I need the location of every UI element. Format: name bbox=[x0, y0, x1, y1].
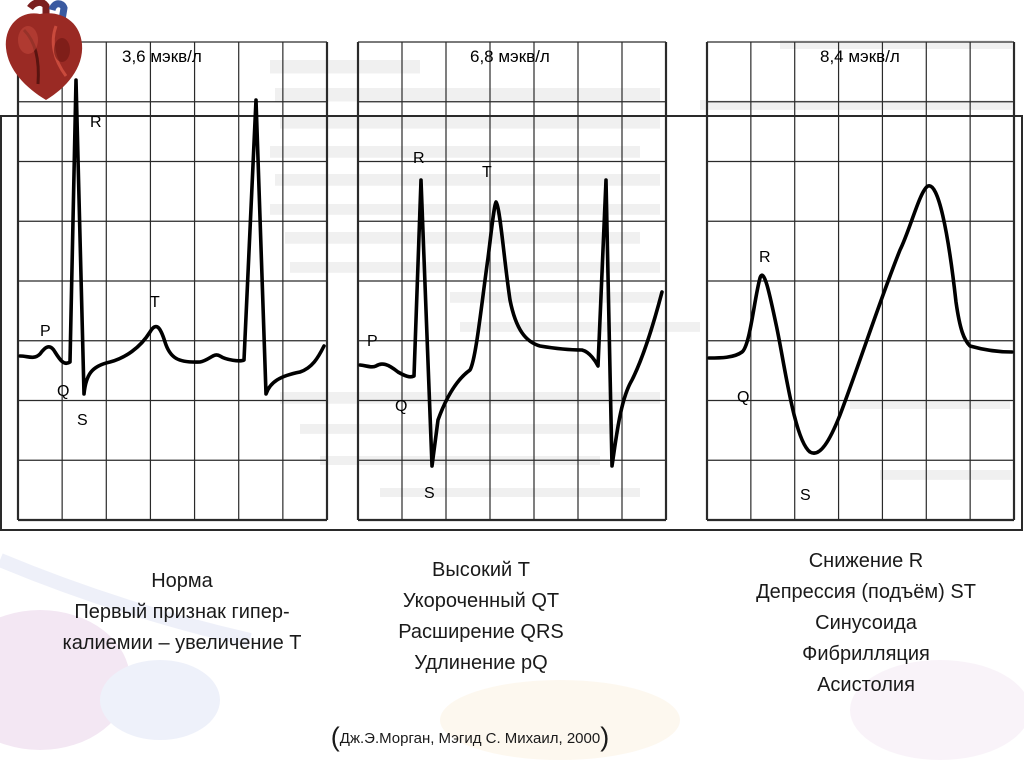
ghost-text-line bbox=[275, 174, 660, 186]
concentration-label: 3,6 мэкв/л bbox=[122, 47, 202, 66]
caption-line: Депрессия (подъём) ST bbox=[756, 581, 976, 603]
ghost-text-line bbox=[450, 292, 660, 303]
caption-panel-1: Норма Первый признак гипер- калиемии – у… bbox=[18, 566, 346, 659]
wave-label-t: T bbox=[482, 164, 492, 181]
wave-label-r: R bbox=[759, 249, 771, 266]
ecg-panel-1: 3,6 мэкв/л P Q R S T bbox=[16, 41, 329, 522]
wave-label-t: T bbox=[150, 294, 160, 311]
caption-line: калиемии – увеличение Т bbox=[62, 632, 302, 654]
caption-line: Укороченный QT bbox=[402, 590, 560, 612]
ghost-text-line bbox=[300, 424, 620, 434]
wave-label-s: S bbox=[77, 412, 88, 429]
ecg-figure: 3,6 мэкв/л P Q R S T 6,8 мэкв/л P Q R S … bbox=[0, 0, 1023, 531]
ghost-text-line bbox=[380, 488, 640, 497]
citation-text: Дж.Э.Морган, Мэгид С. Михаил, 2000 bbox=[339, 730, 601, 747]
wave-label-p: P bbox=[40, 323, 51, 340]
ghost-text-line bbox=[880, 470, 1012, 480]
ecg-grid bbox=[356, 41, 668, 522]
ecg-grid bbox=[705, 41, 1016, 522]
scan-ghost-text bbox=[270, 40, 1012, 497]
caption-panel-3: Снижение R Депрессия (подъём) ST Синусои… bbox=[712, 546, 1020, 701]
ghost-text-line bbox=[850, 400, 1010, 409]
caption-line: Первый признак гипер- bbox=[74, 601, 290, 623]
caption-line: Снижение R bbox=[808, 550, 924, 572]
ghost-text-line bbox=[270, 146, 640, 158]
caption-line: Удлинение pQ bbox=[414, 652, 548, 674]
figure-frame bbox=[0, 115, 1023, 531]
wave-label-p: P bbox=[367, 333, 378, 350]
citation-close-paren: ) bbox=[600, 722, 610, 752]
citation-open-paren: ( bbox=[330, 722, 340, 752]
wave-label-r: R bbox=[413, 150, 425, 167]
ghost-text-line bbox=[270, 60, 420, 74]
wave-label-q: Q bbox=[57, 383, 69, 400]
heart-icon bbox=[5, 0, 83, 101]
citation: (Дж.Э.Морган, Мэгид С. Михаил, 2000) bbox=[300, 722, 640, 753]
wave-label-r: R bbox=[90, 114, 102, 131]
ecg-panel-2: 6,8 мэкв/л P Q R S T bbox=[356, 41, 668, 522]
ghost-text-line bbox=[280, 392, 660, 404]
ghost-text-line bbox=[280, 116, 660, 129]
ghost-text-line bbox=[270, 204, 660, 215]
ecg-diagram: 3,6 мэкв/л P Q R S T 6,8 мэкв/л P Q R S … bbox=[0, 40, 1023, 531]
caption-panel-2: Высокий Т Укороченный QT Расширение QRS … bbox=[340, 555, 622, 679]
concentration-label: 6,8 мэкв/л bbox=[470, 47, 550, 66]
ecg-grid bbox=[16, 41, 329, 522]
wave-label-s: S bbox=[800, 487, 811, 504]
ghost-text-line bbox=[780, 40, 1012, 49]
ecg-trace bbox=[18, 78, 326, 396]
ghost-text-line bbox=[700, 100, 1012, 110]
wave-label-q: Q bbox=[395, 398, 407, 415]
concentration-label: 8,4 мэкв/л bbox=[820, 47, 900, 66]
wave-label-s: S bbox=[424, 485, 435, 502]
ghost-text-line bbox=[290, 262, 660, 273]
ecg-trace bbox=[707, 184, 1014, 455]
caption-line: Синусоида bbox=[815, 612, 917, 634]
caption-line: Асистолия bbox=[817, 674, 915, 696]
ecg-panel-3: 8,4 мэкв/л Q R S bbox=[705, 41, 1016, 522]
caption-line: Высокий Т bbox=[432, 559, 530, 581]
ghost-text-line bbox=[460, 322, 700, 332]
caption-line: Расширение QRS bbox=[398, 621, 564, 643]
ghost-text-line bbox=[285, 232, 640, 244]
caption-line: Норма bbox=[151, 570, 213, 592]
caption-line: Фибрилляция bbox=[802, 643, 930, 665]
wave-label-q: Q bbox=[737, 389, 749, 406]
ecg-trace bbox=[358, 178, 664, 468]
ghost-text-line bbox=[275, 88, 660, 102]
